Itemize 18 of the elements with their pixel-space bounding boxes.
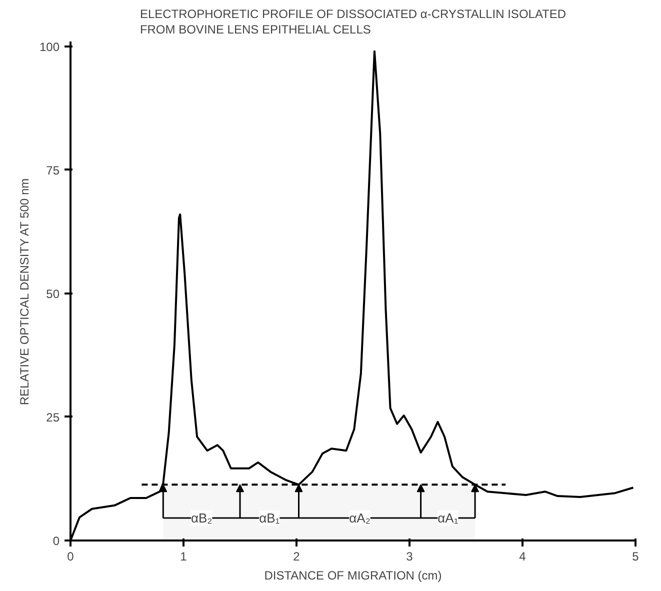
x-tick-label: 5 bbox=[632, 550, 640, 564]
x-tick-label: 0 bbox=[67, 550, 74, 564]
x-tick-label: 3 bbox=[406, 550, 414, 564]
y-tick-label: 50 bbox=[46, 286, 60, 301]
band-label: αB₂ bbox=[190, 510, 212, 526]
x-tick-label: 4 bbox=[519, 550, 526, 564]
chart-title: ELECTROPHORETIC PROFILE OF DISSOCIATED α-CRYSTALLIN ISOLATED FROM BOVINE LENS EPITHELIAL CELLS bbox=[140, 7, 566, 36]
y-tick-label: 75 bbox=[46, 163, 60, 178]
band-label: αB₁ bbox=[259, 510, 280, 526]
x-tick-label: 2 bbox=[293, 550, 300, 564]
band-label: αA₁ bbox=[438, 510, 459, 526]
y-axis-title: RELATIVE OPTICAL DENSITY AT 500 nm bbox=[17, 178, 32, 406]
x-axis-title: DISTANCE OF MIGRATION (cm) bbox=[264, 568, 442, 582]
y-tick-label: 25 bbox=[46, 410, 60, 424]
band-label: αA₂ bbox=[349, 510, 370, 526]
y-tick-label: 100 bbox=[39, 40, 60, 54]
y-tick-label: 0 bbox=[52, 534, 60, 548]
x-tick-label: 1 bbox=[180, 550, 188, 564]
